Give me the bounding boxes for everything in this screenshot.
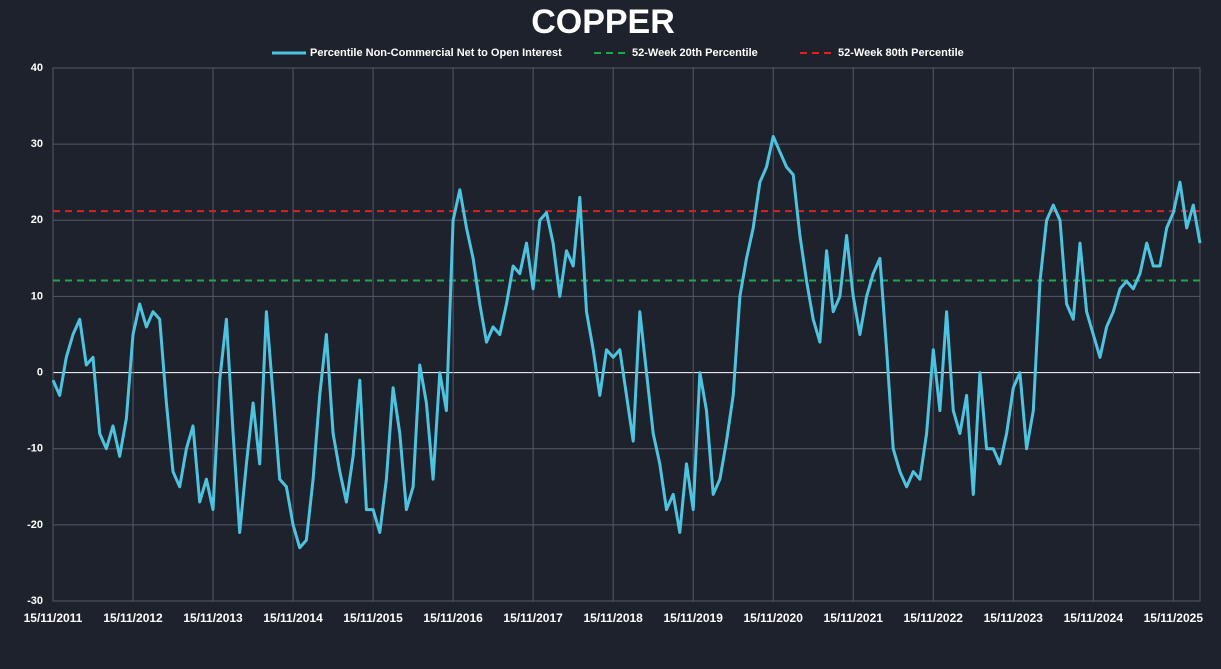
x-tick-label: 15/11/2012 — [103, 611, 163, 625]
x-tick-label: 15/11/2018 — [583, 611, 643, 625]
x-tick-label: 15/11/2014 — [263, 611, 323, 625]
legend-label: Percentile Non-Commercial Net to Open In… — [310, 47, 562, 59]
x-tick-label: 15/11/2023 — [984, 611, 1044, 625]
data-line — [51, 135, 1202, 550]
y-tick-label: -20 — [27, 519, 43, 531]
y-tick-label: 40 — [31, 62, 43, 74]
y-tick-label: 0 — [37, 366, 43, 378]
x-tick-label: 15/11/2025 — [1144, 611, 1204, 625]
x-tick-label: 15/11/2011 — [24, 611, 83, 625]
x-tick-label: 15/11/2015 — [343, 611, 403, 625]
x-tick-label: 15/11/2022 — [904, 611, 964, 625]
x-tick-label: 15/11/2013 — [183, 611, 243, 625]
x-tick-label: 15/11/2020 — [744, 611, 804, 625]
x-tick-label: 15/11/2021 — [824, 611, 884, 625]
y-tick-label: 30 — [31, 138, 43, 150]
chart-title: COPPER — [531, 3, 675, 41]
legend-label: 52-Week 20th Percentile — [632, 47, 758, 59]
y-tick-label: 20 — [31, 214, 43, 226]
legend-label: 52-Week 80th Percentile — [838, 47, 964, 59]
y-tick-label: 10 — [31, 290, 43, 302]
x-tick-label: 15/11/2024 — [1064, 611, 1124, 625]
y-tick-label: -10 — [27, 443, 43, 455]
y-tick-label: -30 — [27, 595, 43, 607]
x-tick-label: 15/11/2019 — [663, 611, 723, 625]
x-tick-label: 15/11/2016 — [423, 611, 483, 625]
x-tick-label: 15/11/2017 — [503, 611, 563, 625]
